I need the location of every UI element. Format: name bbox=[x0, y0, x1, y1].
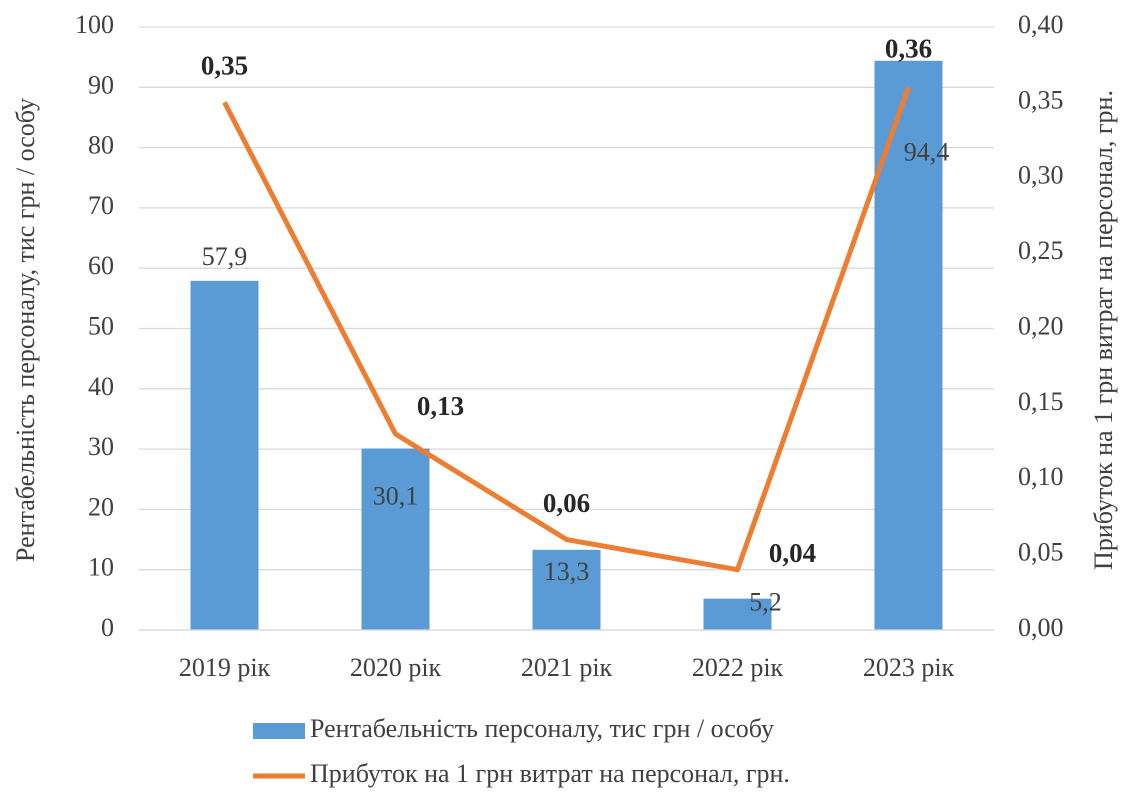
line bbox=[222, 86, 911, 573]
y2-tick-label: 0,15 bbox=[1018, 387, 1064, 416]
y2-tick-label: 0,35 bbox=[1018, 85, 1064, 114]
y2-tick-label: 0,20 bbox=[1018, 311, 1064, 340]
y-tick-label: 0 bbox=[101, 613, 114, 642]
bar bbox=[703, 598, 772, 630]
x-tick-label: 2022 рік bbox=[692, 653, 784, 682]
y-tick-label: 90 bbox=[88, 70, 114, 99]
bar-value-label: 30,1 bbox=[373, 481, 419, 510]
line-value-label: 0,36 bbox=[885, 34, 932, 64]
legend-swatch bbox=[253, 723, 305, 739]
bar bbox=[190, 280, 259, 630]
y2-tick-label: 0,10 bbox=[1018, 462, 1064, 491]
y2-tick-label: 0,30 bbox=[1018, 161, 1064, 190]
line-value-label: 0,13 bbox=[417, 391, 464, 421]
y-tick-label: 80 bbox=[88, 131, 114, 160]
y-tick-label: 20 bbox=[88, 492, 114, 521]
y2-tick-label: 0,00 bbox=[1018, 613, 1064, 642]
y2-tick-label: 0,05 bbox=[1018, 538, 1064, 567]
bar-value-label: 13,3 bbox=[544, 557, 590, 586]
y-tick-label: 100 bbox=[75, 10, 114, 39]
y-tick-label: 30 bbox=[88, 432, 114, 461]
y2-tick-label: 0,40 bbox=[1018, 10, 1064, 39]
bar-value-label: 94,4 bbox=[904, 138, 950, 167]
bar bbox=[532, 549, 601, 630]
legend-label: Прибуток на 1 грн витрат на персонал, гр… bbox=[310, 759, 790, 788]
y-axis-title: Рентабельність персоналу, тис грн / особ… bbox=[11, 98, 40, 562]
y-tick-label: 50 bbox=[88, 311, 114, 340]
x-tick-label: 2023 рік bbox=[863, 653, 955, 682]
x-tick-label: 2020 рік bbox=[350, 653, 442, 682]
y-tick-label: 10 bbox=[88, 553, 114, 582]
line-value-label: 0,04 bbox=[769, 538, 816, 568]
bar-value-label: 57,9 bbox=[202, 242, 248, 271]
line-value-label: 0,35 bbox=[201, 51, 248, 81]
legend-label: Рентабельність персоналу, тис грн / особ… bbox=[310, 714, 774, 743]
line-value-label: 0,06 bbox=[543, 488, 590, 518]
y2-tick-label: 0,25 bbox=[1018, 236, 1064, 265]
bar-value-label: 5,2 bbox=[749, 588, 782, 617]
y2-axis-title: Прибуток на 1 грн витрат на персонал, гр… bbox=[1089, 90, 1118, 570]
x-tick-label: 2021 рік bbox=[521, 653, 613, 682]
x-tick-label: 2019 рік bbox=[179, 653, 271, 682]
y-tick-label: 70 bbox=[88, 191, 114, 220]
y-tick-label: 40 bbox=[88, 372, 114, 401]
bar bbox=[361, 448, 430, 630]
y-tick-label: 60 bbox=[88, 251, 114, 280]
